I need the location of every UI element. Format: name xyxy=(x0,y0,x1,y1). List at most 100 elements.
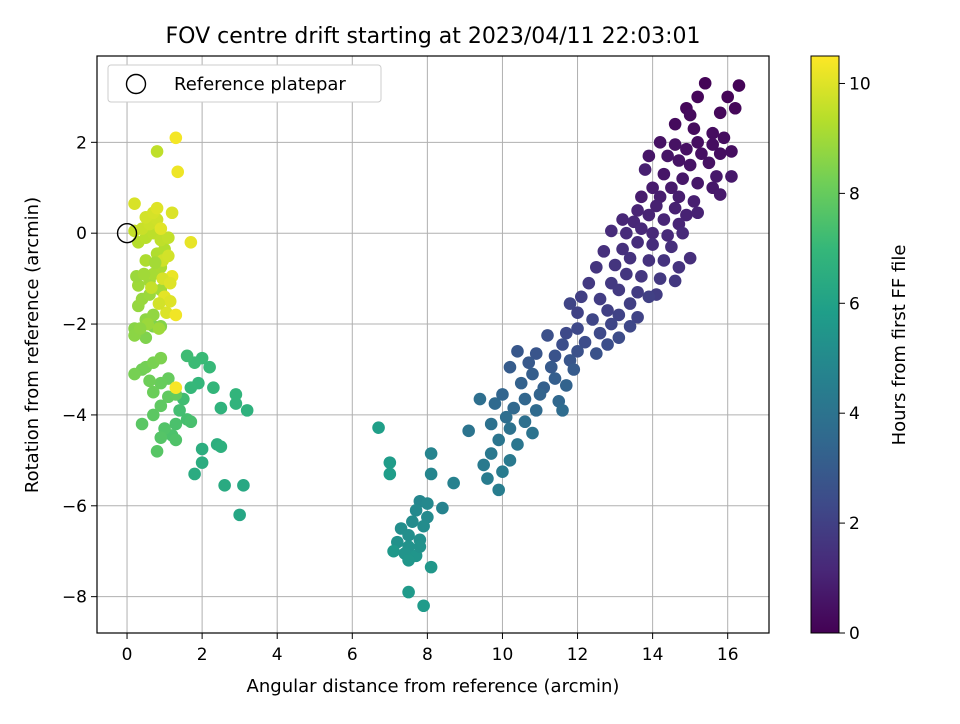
axis-ticks: 0 2 4 6 8 10 12 14 16 −8 −6 −4 −2 0 2 xyxy=(62,133,739,665)
y-tick-label: 2 xyxy=(76,133,87,153)
data-point xyxy=(672,154,686,167)
data-point xyxy=(128,367,141,381)
data-point xyxy=(417,599,430,613)
data-point xyxy=(162,249,175,263)
data-point xyxy=(154,399,168,413)
data-point xyxy=(233,508,246,522)
colorbar-ticks: 0 2 4 6 8 10 xyxy=(839,74,871,644)
data-point xyxy=(529,404,543,417)
x-tick-label: 16 xyxy=(717,645,739,665)
data-point xyxy=(387,544,400,558)
data-point xyxy=(646,226,659,240)
data-point xyxy=(214,401,228,415)
data-point xyxy=(162,231,175,245)
data-point xyxy=(171,165,185,179)
y-axis-label: Rotation from reference (arcmin) xyxy=(22,197,43,493)
data-point xyxy=(492,433,505,447)
data-point xyxy=(612,308,626,322)
data-point xyxy=(687,122,701,135)
data-point xyxy=(240,404,254,417)
data-point xyxy=(150,444,164,458)
data-point xyxy=(484,417,498,431)
data-point xyxy=(706,138,719,151)
data-point xyxy=(424,447,438,460)
data-point xyxy=(507,401,521,415)
data-point xyxy=(574,290,588,304)
y-tick-label: 0 xyxy=(76,224,87,244)
data-point xyxy=(676,226,689,240)
colorbar-tick-label: 10 xyxy=(849,74,871,94)
data-point xyxy=(650,199,663,213)
data-point xyxy=(492,483,505,497)
data-point xyxy=(657,167,671,181)
legend-entry-reference-platepar: Reference platepar xyxy=(174,74,346,95)
data-point xyxy=(447,476,460,490)
data-point xyxy=(717,131,731,145)
data-point xyxy=(725,145,738,158)
colorbar-gradient xyxy=(810,55,840,634)
data-point xyxy=(163,276,177,290)
data-point xyxy=(646,181,659,195)
data-point xyxy=(571,306,584,319)
reference-platepar-marker xyxy=(116,222,138,244)
data-point xyxy=(710,170,723,183)
data-point xyxy=(169,131,183,145)
data-point xyxy=(601,338,614,351)
plot-frame xyxy=(96,55,770,634)
data-point xyxy=(725,170,738,183)
data-point xyxy=(665,181,678,195)
legend-box xyxy=(107,64,382,103)
data-point xyxy=(653,272,667,285)
data-point xyxy=(229,397,243,410)
data-point xyxy=(413,540,427,553)
data-point xyxy=(665,240,678,254)
data-point xyxy=(417,519,430,533)
data-point xyxy=(661,149,674,163)
data-point xyxy=(473,392,487,406)
data-point xyxy=(154,222,168,235)
data-point xyxy=(529,347,543,360)
data-point xyxy=(148,256,162,270)
data-point xyxy=(541,329,554,342)
data-point xyxy=(421,497,434,510)
data-point xyxy=(559,379,573,392)
data-point xyxy=(661,229,674,242)
y-tick-label: −2 xyxy=(62,315,87,335)
data-point xyxy=(518,392,532,406)
data-point xyxy=(169,433,183,447)
data-point xyxy=(721,90,735,104)
data-point xyxy=(511,438,524,451)
data-point xyxy=(544,360,558,374)
data-point xyxy=(612,283,626,297)
data-point xyxy=(605,224,618,238)
data-point xyxy=(503,360,517,374)
data-point xyxy=(672,190,686,204)
data-point xyxy=(683,251,697,265)
data-point xyxy=(165,206,179,220)
colorbar: 0 2 4 6 8 10 Hours from first FF file xyxy=(810,55,910,644)
data-point xyxy=(511,345,524,358)
data-point xyxy=(484,447,498,460)
data-point xyxy=(526,426,539,440)
data-point xyxy=(147,308,160,322)
data-point xyxy=(503,422,517,435)
data-point xyxy=(477,458,490,472)
colorbar-label: Hours from first FF file xyxy=(889,245,910,446)
data-point xyxy=(653,136,667,149)
data-point xyxy=(237,479,250,492)
data-point xyxy=(668,138,682,151)
data-point xyxy=(571,345,584,358)
data-point xyxy=(559,326,573,340)
data-point xyxy=(496,465,509,479)
data-point xyxy=(518,415,532,429)
data-point xyxy=(533,388,547,401)
colorbar-tick-label: 4 xyxy=(849,404,860,424)
data-point xyxy=(635,190,648,204)
data-point xyxy=(481,472,494,485)
data-point xyxy=(214,440,228,454)
x-tick-label: 8 xyxy=(422,645,433,665)
y-tick-label: −8 xyxy=(62,588,87,608)
data-point xyxy=(402,529,415,542)
